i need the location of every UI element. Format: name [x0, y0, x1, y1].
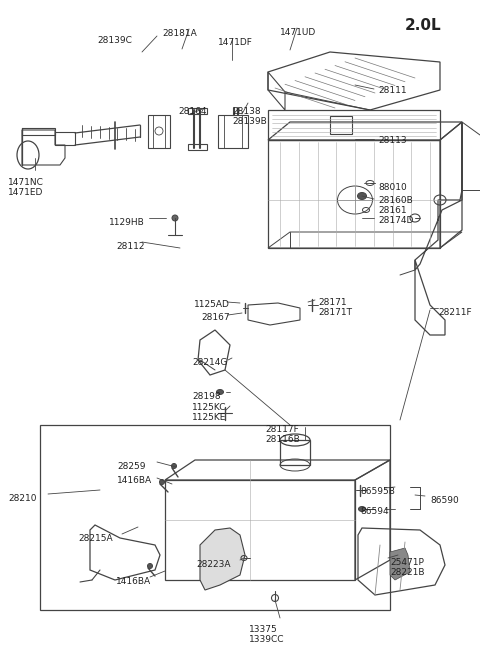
- Text: 1129HB: 1129HB: [109, 218, 145, 227]
- Text: 1471UD: 1471UD: [280, 28, 316, 37]
- Text: 1416BA: 1416BA: [116, 577, 151, 586]
- Text: 28259: 28259: [117, 462, 145, 471]
- Text: 28174D: 28174D: [378, 216, 413, 225]
- Ellipse shape: [147, 564, 153, 568]
- Ellipse shape: [159, 479, 165, 485]
- Text: 28117F
28116B: 28117F 28116B: [265, 425, 300, 444]
- Bar: [40, 425, 390, 610]
- Text: 1416BA: 1416BA: [117, 476, 152, 485]
- Polygon shape: [200, 528, 245, 590]
- Text: 28113: 28113: [378, 136, 407, 145]
- Text: 28211F: 28211F: [438, 308, 472, 317]
- Text: 86595B: 86595B: [360, 487, 395, 496]
- Text: 1471DF: 1471DF: [218, 38, 253, 47]
- Text: 1125KC
1125KE: 1125KC 1125KE: [192, 403, 227, 422]
- Ellipse shape: [216, 389, 224, 394]
- Text: 28171
28171T: 28171 28171T: [318, 298, 352, 318]
- Text: 2.0L: 2.0L: [405, 18, 442, 33]
- Text: 28215A: 28215A: [78, 534, 113, 543]
- Text: 28223A: 28223A: [196, 560, 230, 569]
- Text: 28138
28139B: 28138 28139B: [232, 107, 267, 127]
- Polygon shape: [390, 548, 410, 580]
- Ellipse shape: [358, 192, 367, 200]
- Text: 28112: 28112: [117, 242, 145, 251]
- Text: 28181A: 28181A: [162, 29, 197, 38]
- Text: 13375
1339CC: 13375 1339CC: [249, 625, 285, 644]
- Text: 28160B
28161: 28160B 28161: [378, 196, 413, 215]
- Text: 1125AD: 1125AD: [194, 300, 230, 309]
- Ellipse shape: [359, 507, 365, 511]
- Text: 28214G: 28214G: [192, 358, 228, 367]
- Text: 28167: 28167: [202, 313, 230, 322]
- Text: 86594: 86594: [360, 507, 389, 516]
- Ellipse shape: [171, 463, 177, 469]
- Text: 28210: 28210: [8, 494, 36, 503]
- Text: 88010: 88010: [378, 183, 407, 192]
- Text: 25471P
28221B: 25471P 28221B: [390, 558, 424, 577]
- Text: 28139C: 28139C: [97, 36, 132, 45]
- Text: 28164: 28164: [178, 107, 206, 116]
- Ellipse shape: [172, 215, 178, 221]
- Text: 1471NC
1471ED: 1471NC 1471ED: [8, 178, 44, 198]
- Text: 28198: 28198: [192, 392, 221, 401]
- Text: 28111: 28111: [378, 86, 407, 95]
- Bar: [330, 116, 352, 134]
- Text: 86590: 86590: [430, 496, 459, 505]
